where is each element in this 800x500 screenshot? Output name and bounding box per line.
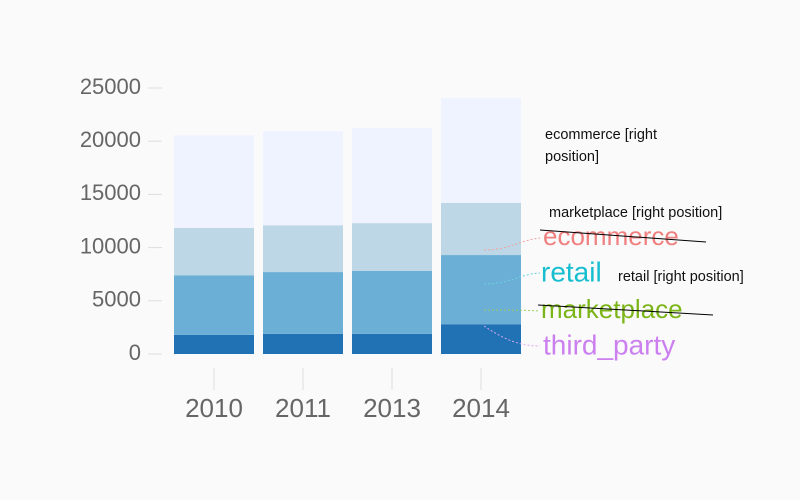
connector [483, 272, 541, 285]
bar-segment [441, 255, 521, 325]
connectors [483, 237, 541, 347]
annotation: marketplace [right position] [549, 205, 722, 221]
connector [483, 237, 541, 251]
connector [483, 325, 541, 347]
annotation-box: ecommerce [right position] [545, 127, 658, 165]
x-tick-label: 2013 [363, 393, 421, 423]
x-tick-label: 2014 [452, 393, 510, 423]
bar-segment [352, 223, 432, 272]
y-tick-label: 0 [129, 340, 141, 365]
strike-line [537, 304, 714, 316]
connector [483, 309, 541, 312]
bar-segment [174, 227, 254, 276]
bar-segment [263, 272, 343, 334]
bar-segment [263, 333, 343, 354]
strike-line [539, 229, 707, 243]
series-label: ecommerce [543, 221, 679, 251]
annotation: ecommerce [right position] [545, 127, 658, 165]
bar-segment [174, 334, 254, 354]
y-tick-label: 5000 [92, 287, 141, 312]
bar-segment [352, 271, 432, 334]
bar-segment [174, 135, 254, 228]
series-label: retail [541, 256, 602, 287]
y-tick-label: 15000 [80, 180, 141, 205]
y-tick-label: 10000 [80, 233, 141, 258]
bar-segment [441, 98, 521, 203]
bar-segment [352, 127, 432, 224]
annotation: retail [right position] [618, 269, 744, 285]
bar-segment [441, 202, 521, 256]
bar-segment [174, 275, 254, 335]
bar-segment [263, 131, 343, 226]
series-label: third_party [543, 329, 675, 360]
bar-segment [352, 333, 432, 354]
x-tick-label: 2010 [185, 393, 243, 423]
x-tick-label: 2011 [275, 393, 331, 423]
bar-segment [441, 324, 521, 354]
bar-segment [263, 225, 343, 273]
y-tick-label: 20000 [80, 127, 141, 152]
y-tick-label: 25000 [80, 74, 141, 99]
